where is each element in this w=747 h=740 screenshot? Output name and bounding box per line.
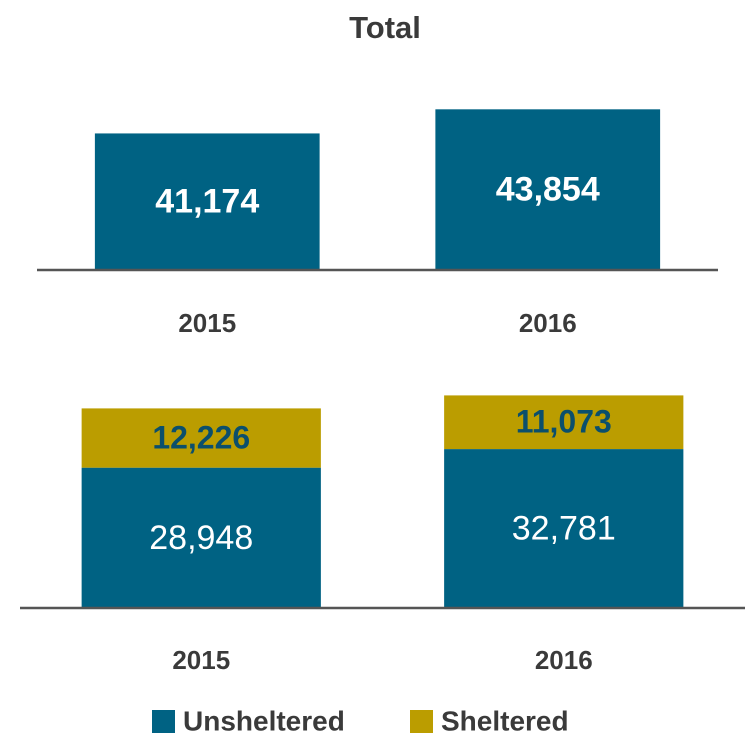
value-label: 32,781 xyxy=(512,510,616,548)
x-tick-label: 2016 xyxy=(519,308,577,338)
bar-segment xyxy=(81,408,321,468)
x-tick-label: 2015 xyxy=(178,308,236,338)
bar-segment xyxy=(444,449,684,608)
bar xyxy=(94,133,320,270)
legend-label: Sheltered xyxy=(441,705,569,736)
chart-title: Total xyxy=(349,10,421,45)
x-tick-label: 2016 xyxy=(535,645,593,675)
x-tick-label: 2015 xyxy=(172,645,230,675)
value-label: 12,226 xyxy=(152,419,250,455)
legend-label: Unsheltered xyxy=(183,705,345,736)
legend-swatch xyxy=(410,710,433,733)
value-label: 28,948 xyxy=(149,519,253,557)
value-label: 41,174 xyxy=(155,183,259,221)
value-label: 11,073 xyxy=(516,404,612,440)
bar-segment xyxy=(444,395,684,450)
bar xyxy=(435,109,661,271)
bar-segment xyxy=(81,467,321,608)
legend-swatch xyxy=(152,710,175,733)
value-label: 43,854 xyxy=(496,171,600,209)
